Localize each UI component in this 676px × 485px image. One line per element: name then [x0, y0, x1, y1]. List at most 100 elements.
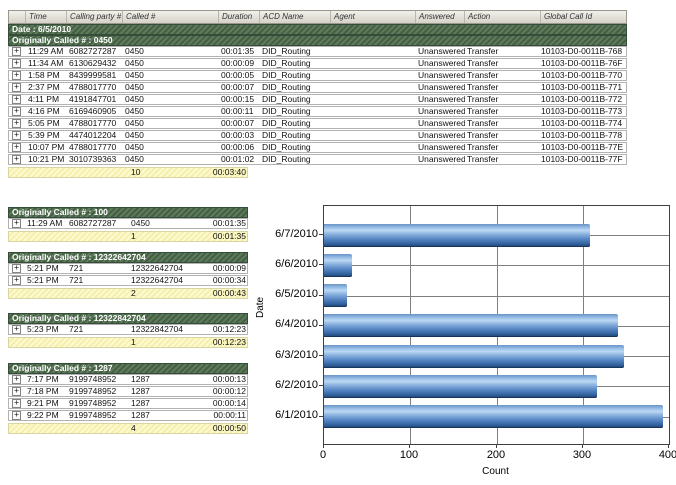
x-tick-mark: [582, 444, 583, 448]
x-tick-label: 200: [486, 449, 506, 461]
cell-acd-name: DID_Routing: [262, 143, 311, 152]
table-row: +5:21 PM 721 12322642704 00:00:34: [8, 275, 248, 286]
expand-cell: +: [9, 47, 26, 56]
cell-duration: 00:01:35: [212, 219, 246, 228]
column-header-duration: Duration: [219, 11, 260, 23]
expand-icon[interactable]: +: [12, 83, 21, 92]
cell-agent: [331, 59, 416, 68]
cell-action: Transfer: [467, 71, 499, 80]
bar: [324, 405, 663, 428]
y-tick-mark: [319, 325, 323, 326]
cell-calling-party: 4788017770: [69, 119, 117, 128]
cell-time: 10:07 PM: [28, 143, 65, 152]
expand-icon[interactable]: +: [12, 95, 21, 104]
expand-icon[interactable]: +: [12, 107, 21, 116]
cell-duration: 00:00:07: [221, 119, 255, 128]
expand-cell: +: [9, 107, 26, 116]
expand-icon[interactable]: +: [12, 131, 21, 140]
summary-total-duration: 00:12:23: [212, 338, 246, 347]
summary-spacer: [67, 168, 129, 177]
expand-icon[interactable]: +: [12, 47, 21, 56]
column-header-called: Called #: [123, 11, 219, 23]
summary-count: 1: [131, 338, 136, 347]
summary-total-duration: 00:01:35: [212, 232, 246, 241]
expand-cell: +: [9, 219, 25, 228]
cell-action: Transfer: [467, 119, 499, 128]
x-tick-label: 0: [319, 449, 327, 461]
expand-icon[interactable]: +: [12, 59, 21, 68]
expand-icon[interactable]: +: [12, 399, 21, 408]
cell-calling-party: 4788017770: [69, 83, 117, 92]
expand-icon[interactable]: +: [12, 219, 21, 228]
y-tick-mark: [319, 385, 323, 386]
summary-spacer: [67, 232, 129, 241]
cell-called: 0450: [125, 143, 144, 152]
cell-duration: 00:00:06: [221, 143, 255, 152]
bar: [324, 284, 347, 307]
cell-time: 9:22 PM: [27, 411, 59, 420]
calls-per-day-chart: Date 6/7/2010 6/6/2010 6/5/2010 6/4/2010 6/3…: [250, 196, 676, 485]
expand-icon[interactable]: +: [12, 119, 21, 128]
cell-called: 0450: [125, 107, 144, 116]
group-header-band: Originally Called # : 1287: [8, 363, 248, 374]
x-axis-label: Count: [482, 466, 509, 477]
cell-called: 0450: [131, 219, 150, 228]
cell-duration: 00:00:03: [221, 131, 255, 140]
call-report-table: Time Calling party # Called # Duration ACD N…: [8, 10, 628, 434]
cell-acd-name: DID_Routing: [262, 107, 311, 116]
cell-global-call-id: 10103-D0-0011B-774: [541, 119, 623, 128]
cell-action: Transfer: [467, 47, 499, 56]
table-row: +4:16 PM 6169460905 0450 00:00:11 DID_Routin…: [8, 106, 627, 117]
expand-cell: +: [9, 399, 25, 408]
cell-answered: Unanswered: [418, 47, 465, 56]
x-tick-mark: [323, 444, 324, 448]
summary-total-duration: 00:00:50: [212, 424, 246, 433]
column-header-agent: Agent: [331, 11, 416, 23]
cell-time: 4:16 PM: [28, 107, 60, 116]
y-tick-mark: [319, 264, 323, 265]
cell-duration: 00:00:11: [213, 411, 246, 420]
expand-icon[interactable]: +: [12, 325, 21, 334]
cell-action: Transfer: [467, 131, 499, 140]
cell-time: 11:34 AM: [28, 59, 64, 68]
cell-answered: Unanswered: [418, 71, 465, 80]
y-axis-label: Date: [255, 296, 266, 318]
column-header-row: Time Calling party # Called # Duration ACD N…: [8, 10, 627, 24]
expand-cell: +: [9, 131, 26, 140]
cell-time: 7:18 PM: [27, 387, 59, 396]
cell-duration: 00:00:11: [221, 107, 254, 116]
cell-time: 7:17 PM: [27, 375, 59, 384]
column-header-calling-party: Calling party #: [67, 11, 123, 23]
cell-calling-party: 3010739363: [69, 155, 117, 164]
expand-icon[interactable]: +: [12, 375, 21, 384]
table-row: +5:23 PM 721 12322842704 00:12:23: [8, 324, 248, 335]
expand-icon[interactable]: +: [12, 411, 21, 420]
cell-calling-party: 4191847701: [69, 95, 117, 104]
plot-area: [323, 205, 670, 445]
category-label: 6/1/2010: [275, 409, 318, 421]
cell-calling-party: 9199748952: [69, 411, 117, 420]
cell-called: 1287: [131, 399, 150, 408]
expand-cell: +: [9, 143, 26, 152]
category-label: 6/3/2010: [275, 349, 318, 361]
group-header-band: Originally Called # : 0450: [8, 35, 627, 46]
expand-icon[interactable]: +: [12, 387, 21, 396]
expand-cell: +: [9, 411, 25, 420]
cell-time: 1:58 PM: [28, 71, 60, 80]
cell-calling-party: 8439999581: [69, 71, 117, 80]
expand-icon[interactable]: +: [12, 143, 21, 152]
expand-icon[interactable]: +: [12, 276, 21, 285]
cell-duration: 00:00:34: [212, 276, 246, 285]
cell-duration: 00:00:09: [221, 59, 255, 68]
cell-time: 4:11 PM: [28, 95, 60, 104]
expand-icon[interactable]: +: [12, 264, 21, 273]
table-row: +2:37 PM 4788017770 0450 00:00:07 DID_Routin…: [8, 82, 627, 93]
expand-cell: +: [9, 59, 26, 68]
expand-icon[interactable]: +: [12, 155, 21, 164]
expand-icon[interactable]: +: [12, 71, 21, 80]
column-header-answered: Answered: [416, 11, 465, 23]
summary-row: 1 00:01:35: [8, 231, 248, 242]
column-header-time: Time: [26, 11, 67, 23]
bar: [324, 375, 597, 398]
cell-called: 0450: [125, 47, 144, 56]
